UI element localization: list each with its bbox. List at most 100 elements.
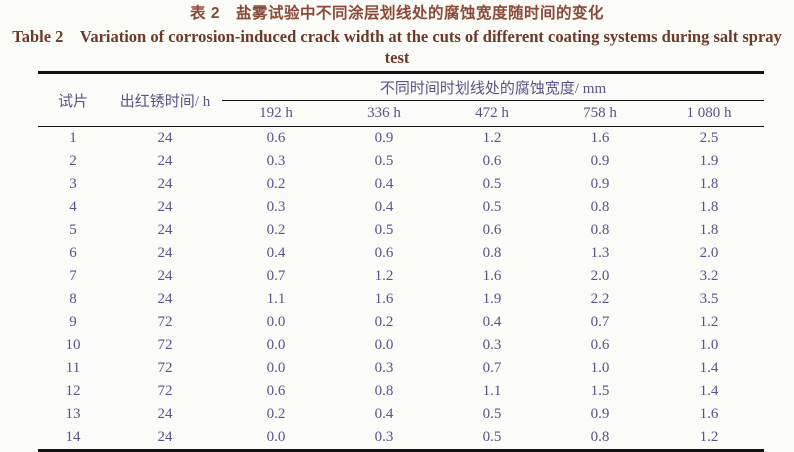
width-192h-cell: 1.1 <box>266 291 286 307</box>
width-336h-cell: 0.5 <box>374 153 394 169</box>
width-336h-cell: 0.6 <box>374 245 394 261</box>
width-758h-cell: 0.6 <box>590 337 610 353</box>
width-1080h-cell: 1.9 <box>699 153 719 169</box>
width-758h-cell: 0.8 <box>590 222 610 238</box>
width-1080h-cell: 1.2 <box>699 429 719 445</box>
specimen-cell: 1 <box>69 130 77 146</box>
width-192h-cell: 0.0 <box>266 429 286 445</box>
width-758h-cell: 2.0 <box>590 268 610 284</box>
width-1080h-cell: 2.5 <box>699 130 719 146</box>
width-192h-cell: 0.2 <box>266 222 286 238</box>
table-row: 2 24 0.3 0.5 0.6 0.9 1.9 <box>38 150 764 173</box>
table-caption-english: Table 2 Variation of corrosion-induced c… <box>12 27 782 67</box>
time-column-header: 192 h <box>222 100 330 127</box>
table-header: 试片 出红锈时间/ h 不同时间时划线处的腐蚀宽度/ mm 192 h 336 h… <box>38 72 765 127</box>
width-758h-cell: 1.3 <box>590 245 610 261</box>
specimen-cell: 5 <box>69 222 77 238</box>
rust-time-cell: 24 <box>157 153 173 169</box>
rust-time-cell: 24 <box>157 245 173 261</box>
rust-time-cell: 24 <box>157 429 173 445</box>
rust-time-cell: 24 <box>157 268 173 284</box>
table-body: 1 24 0.6 0.9 1.2 1.6 2.5 2 24 0.3 0.5 0.6 0.9 1.9 3 24 0… <box>38 127 764 451</box>
width-336h-cell: 0.2 <box>374 314 394 330</box>
width-336h-cell: 0.4 <box>374 199 394 215</box>
table-row: 3 24 0.2 0.4 0.5 0.9 1.8 <box>38 173 764 196</box>
rust-time-cell: 72 <box>157 314 173 330</box>
specimen-cell: 12 <box>65 383 81 399</box>
corrosion-width-table: 试片 出红锈时间/ h 不同时间时划线处的腐蚀宽度/ mm 192 h 336 h… <box>38 71 765 452</box>
paper-page: 表 2 盐雾试验中不同涂层划线处的腐蚀宽度随时间的变化 Table 2 Vari… <box>12 5 782 452</box>
table-row: 12 72 0.6 0.8 1.1 1.5 1.4 <box>38 380 764 403</box>
corrosion-width-spanner-header: 不同时间时划线处的腐蚀宽度/ mm <box>222 72 765 101</box>
width-192h-cell: 0.0 <box>266 337 286 353</box>
table-row: 14 24 0.0 0.3 0.5 0.8 1.2 <box>38 426 764 451</box>
time-column-header: 758 h <box>546 100 654 127</box>
width-336h-cell: 0.0 <box>374 337 394 353</box>
width-472h-cell: 1.1 <box>482 383 502 399</box>
rust-time-cell: 72 <box>157 337 173 353</box>
width-336h-cell: 0.5 <box>374 222 394 238</box>
width-192h-cell: 0.3 <box>266 153 286 169</box>
width-336h-cell: 0.4 <box>374 406 394 422</box>
specimen-cell: 13 <box>65 406 81 422</box>
width-1080h-cell: 1.8 <box>699 222 719 238</box>
width-758h-cell: 1.5 <box>590 383 610 399</box>
width-758h-cell: 0.9 <box>590 406 610 422</box>
width-336h-cell: 0.4 <box>374 176 394 192</box>
width-472h-cell: 0.5 <box>482 176 502 192</box>
width-1080h-cell: 1.2 <box>699 314 719 330</box>
width-1080h-cell: 2.0 <box>699 245 719 261</box>
table-row: 5 24 0.2 0.5 0.6 0.8 1.8 <box>38 219 764 242</box>
rust-time-cell: 24 <box>157 199 173 215</box>
rust-time-cell: 24 <box>157 176 173 192</box>
rust-time-cell: 24 <box>157 291 173 307</box>
specimen-cell: 3 <box>69 176 77 192</box>
specimen-column-header: 试片 <box>38 72 108 127</box>
width-472h-cell: 1.6 <box>482 268 502 284</box>
specimen-cell: 11 <box>65 360 81 376</box>
width-1080h-cell: 3.2 <box>699 268 719 284</box>
width-472h-cell: 0.8 <box>482 245 502 261</box>
rust-time-cell: 72 <box>157 383 173 399</box>
rust-time-cell: 24 <box>157 130 173 146</box>
specimen-cell: 7 <box>69 268 77 284</box>
width-758h-cell: 0.9 <box>590 153 610 169</box>
table-row: 1 24 0.6 0.9 1.2 1.6 2.5 <box>38 127 764 151</box>
width-1080h-cell: 1.0 <box>699 337 719 353</box>
width-758h-cell: 1.0 <box>590 360 610 376</box>
table-row: 4 24 0.3 0.4 0.5 0.8 1.8 <box>38 196 764 219</box>
width-758h-cell: 0.8 <box>590 429 610 445</box>
width-472h-cell: 0.7 <box>482 360 502 376</box>
table-row: 11 72 0.0 0.3 0.7 1.0 1.4 <box>38 357 764 380</box>
width-192h-cell: 0.2 <box>266 406 286 422</box>
width-472h-cell: 0.4 <box>482 314 502 330</box>
width-336h-cell: 0.3 <box>374 429 394 445</box>
width-336h-cell: 0.8 <box>374 383 394 399</box>
width-192h-cell: 0.2 <box>266 176 286 192</box>
rust-time-cell: 24 <box>157 406 173 422</box>
width-758h-cell: 0.7 <box>590 314 610 330</box>
width-192h-cell: 0.6 <box>266 130 286 146</box>
time-column-header: 336 h <box>330 100 438 127</box>
width-1080h-cell: 1.8 <box>699 199 719 215</box>
width-1080h-cell: 1.4 <box>699 383 719 399</box>
rust-time-cell: 24 <box>157 222 173 238</box>
width-192h-cell: 0.0 <box>266 314 286 330</box>
width-1080h-cell: 1.8 <box>699 176 719 192</box>
width-758h-cell: 1.6 <box>590 130 610 146</box>
specimen-cell: 2 <box>69 153 77 169</box>
red-rust-time-column-header: 出红锈时间/ h <box>108 72 222 127</box>
width-472h-cell: 1.9 <box>482 291 502 307</box>
width-472h-cell: 0.5 <box>482 429 502 445</box>
table-caption-chinese: 表 2 盐雾试验中不同涂层划线处的腐蚀宽度随时间的变化 <box>190 5 604 22</box>
width-472h-cell: 0.5 <box>482 406 502 422</box>
width-336h-cell: 1.6 <box>374 291 394 307</box>
width-336h-cell: 0.9 <box>374 130 394 146</box>
table-row: 13 24 0.2 0.4 0.5 0.9 1.6 <box>38 403 764 426</box>
width-758h-cell: 0.9 <box>590 176 610 192</box>
table-header-row-1: 试片 出红锈时间/ h 不同时间时划线处的腐蚀宽度/ mm <box>38 72 765 127</box>
specimen-cell: 14 <box>65 429 81 445</box>
width-192h-cell: 0.4 <box>266 245 286 261</box>
table-row: 9 72 0.0 0.2 0.4 0.7 1.2 <box>38 311 764 334</box>
